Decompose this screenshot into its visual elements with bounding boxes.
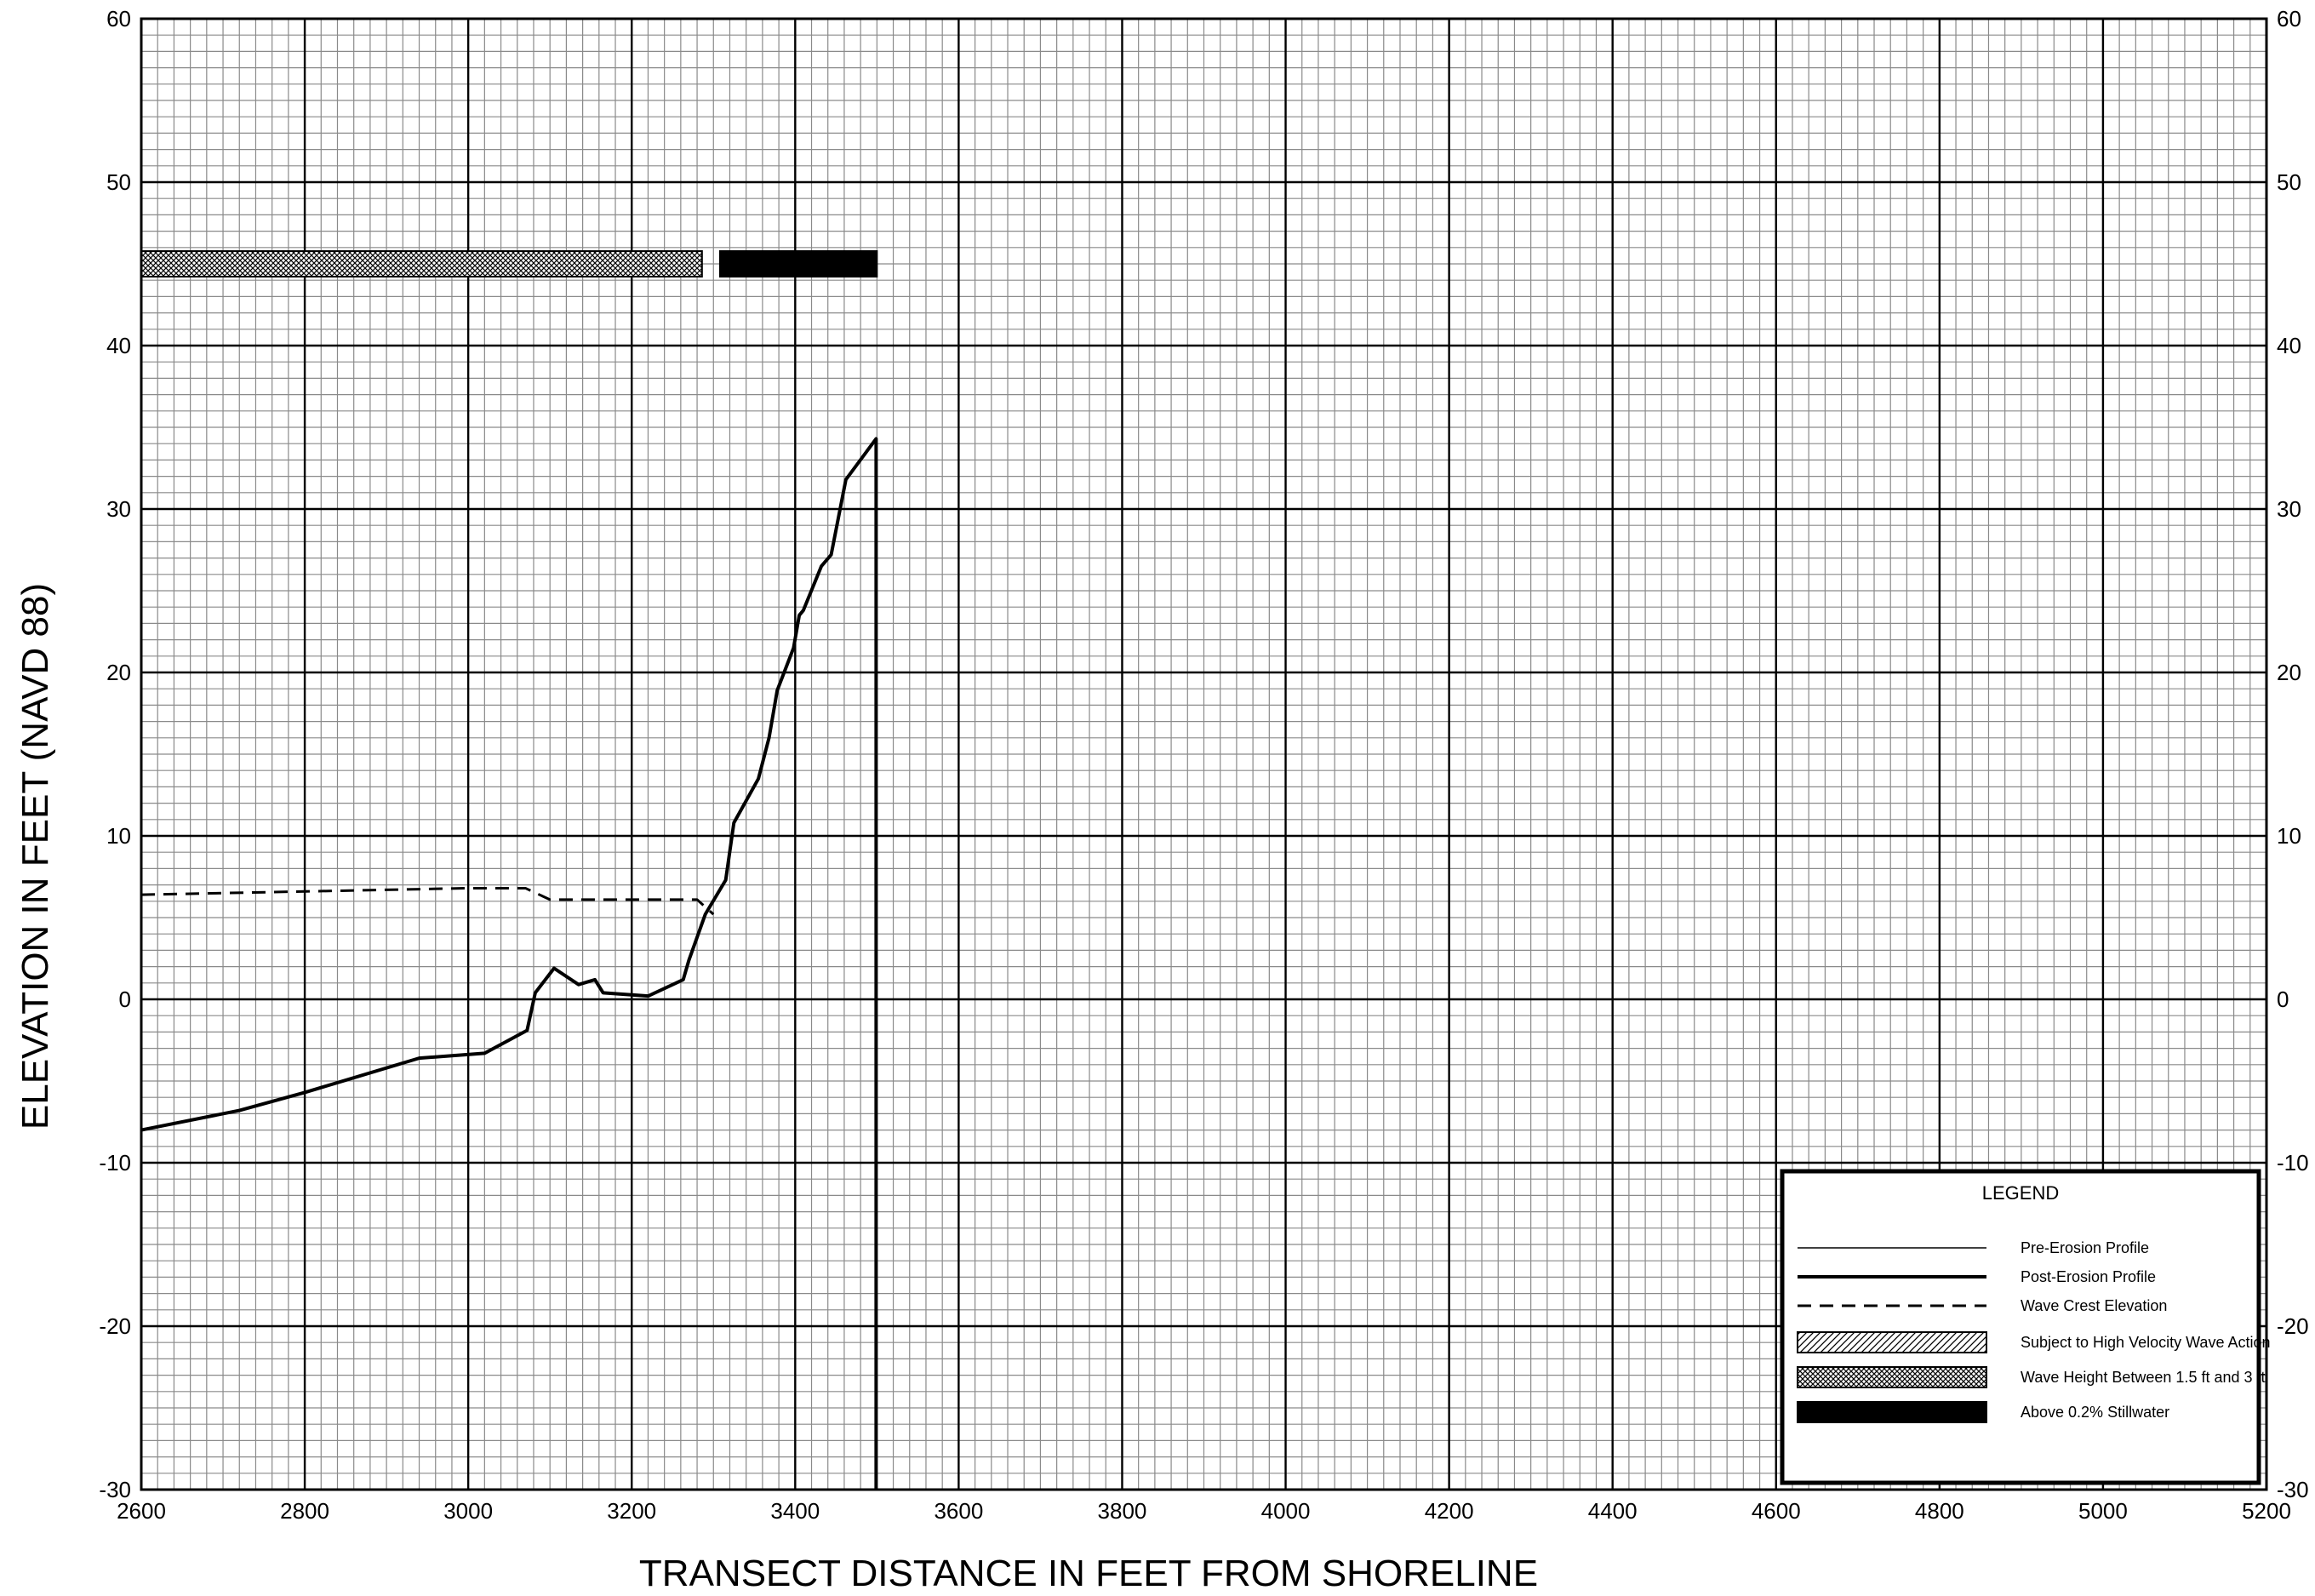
zone-bar-solid-bar — [718, 250, 878, 277]
y-tick-labels-right: -30 -20 -10 0 10 20 30 40 50 60 — [2277, 6, 2309, 1502]
x-tick-label: 2600 — [117, 1498, 166, 1524]
zone-bar-crosshatch-bar — [140, 250, 703, 277]
y-tick-label-left: -10 — [99, 1150, 131, 1176]
x-tick-label: 3000 — [443, 1498, 493, 1524]
y-tick-label-right: -20 — [2277, 1313, 2309, 1339]
profile-series — [140, 437, 878, 1490]
x-tick-label: 4800 — [1915, 1498, 1964, 1524]
x-tick-label: 5000 — [2078, 1498, 2128, 1524]
legend-item-label: Subject to High Velocity Wave Action — [2021, 1334, 2270, 1351]
x-tick-label: 2800 — [280, 1498, 329, 1524]
y-tick-label-right: 10 — [2277, 823, 2301, 849]
legend-item-label: Wave Height Between 1.5 ft and 3 ft — [2021, 1369, 2266, 1386]
plot-frame — [140, 17, 2268, 1491]
x-tick-label: 5200 — [2242, 1498, 2291, 1524]
y-tick-label-left: -20 — [99, 1313, 131, 1339]
y-tick-label-right: 0 — [2277, 987, 2289, 1012]
zone-bars — [140, 250, 878, 277]
y-tick-label-left: 0 — [119, 987, 131, 1012]
x-tick-label: 4400 — [1588, 1498, 1638, 1524]
y-tick-label-right: 20 — [2277, 660, 2301, 685]
legend-swatch-hatched-bar — [1797, 1331, 1987, 1353]
y-tick-label-right: 40 — [2277, 333, 2301, 358]
legend-item-label: Pre-Erosion Profile — [2021, 1239, 2149, 1256]
x-tick-label: 3800 — [1098, 1498, 1147, 1524]
y-tick-label-left: 40 — [106, 333, 131, 358]
x-tick-label: 4200 — [1425, 1498, 1474, 1524]
legend-box: LEGEND Pre-Erosion Profile Post-Erosion Pr… — [1780, 1169, 2270, 1485]
y-tick-labels-left: -30 -20 -10 0 10 20 30 40 50 60 — [99, 6, 131, 1502]
legend-item-label: Post-Erosion Profile — [2021, 1268, 2156, 1285]
y-tick-label-right: 30 — [2277, 496, 2301, 522]
x-tick-label: 4600 — [1752, 1498, 1801, 1524]
y-tick-label-right: -30 — [2277, 1477, 2309, 1502]
y-axis-title: ELEVATION IN FEET (NAVD 88) — [14, 583, 56, 1130]
legend-swatch-crosshatch-bar — [1797, 1366, 1987, 1388]
x-tick-label: 3400 — [770, 1498, 820, 1524]
y-tick-label-left: 10 — [106, 823, 131, 849]
legend-item-label: Wave Crest Elevation — [2021, 1297, 2167, 1314]
x-axis-title: TRANSECT DISTANCE IN FEET FROM SHORELINE — [639, 1553, 1538, 1594]
legend-swatch-solid-bar — [1797, 1401, 1987, 1423]
y-tick-label-right: -10 — [2277, 1150, 2309, 1176]
legend-title: LEGEND — [1982, 1182, 2059, 1204]
x-tick-labels: 2600 2800 3000 3200 3400 3600 3800 4000 4200 4400… — [117, 1498, 2291, 1524]
legend-frame — [1780, 1169, 2261, 1485]
x-tick-label: 3200 — [607, 1498, 656, 1524]
wave-crest-line — [140, 886, 715, 916]
x-tick-label: 4000 — [1261, 1498, 1311, 1524]
y-tick-label-left: 20 — [106, 660, 131, 685]
x-tick-label: 3600 — [934, 1498, 983, 1524]
legend-item-label: Above 0.2% Stillwater — [2021, 1404, 2169, 1421]
y-tick-label-left: -30 — [99, 1477, 131, 1502]
post-erosion-line — [140, 437, 878, 1490]
y-tick-label-right: 50 — [2277, 169, 2301, 195]
y-tick-label-right: 60 — [2277, 6, 2301, 31]
y-tick-label-left: 50 — [106, 169, 131, 195]
y-tick-label-left: 60 — [106, 6, 131, 31]
y-tick-label-left: 30 — [106, 496, 131, 522]
